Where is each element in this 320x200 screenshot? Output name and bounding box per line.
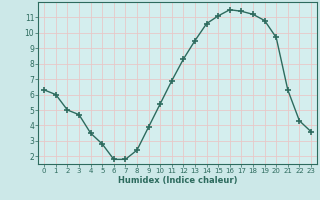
X-axis label: Humidex (Indice chaleur): Humidex (Indice chaleur) — [118, 176, 237, 185]
